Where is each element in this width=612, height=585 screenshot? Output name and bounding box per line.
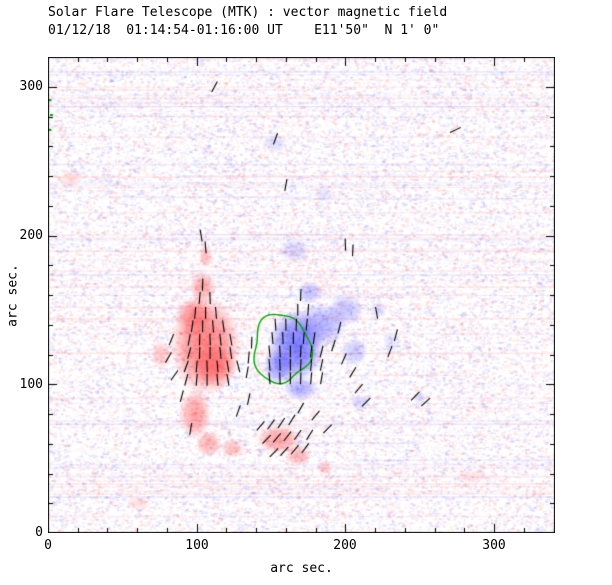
y-axis-label: arc sec. bbox=[5, 264, 21, 327]
y-tick-label: 0 bbox=[35, 525, 43, 540]
y-tick-label: 100 bbox=[19, 377, 43, 392]
x-tick-label: 0 bbox=[44, 538, 52, 553]
plot-subtitle: 01/12/18 01:14:54-01:16:00 UT E11'50" N … bbox=[48, 23, 440, 38]
y-tick-label: 200 bbox=[19, 228, 43, 243]
magnetogram-canvas bbox=[48, 57, 555, 533]
x-tick-label: 100 bbox=[185, 538, 209, 553]
y-tick-label: 300 bbox=[19, 79, 43, 94]
x-tick-label: 200 bbox=[333, 538, 357, 553]
x-axis-label: arc sec. bbox=[270, 561, 333, 576]
plot-area bbox=[48, 57, 555, 533]
plot-title: Solar Flare Telescope (MTK) : vector mag… bbox=[48, 5, 448, 20]
x-tick-label: 300 bbox=[482, 538, 506, 553]
